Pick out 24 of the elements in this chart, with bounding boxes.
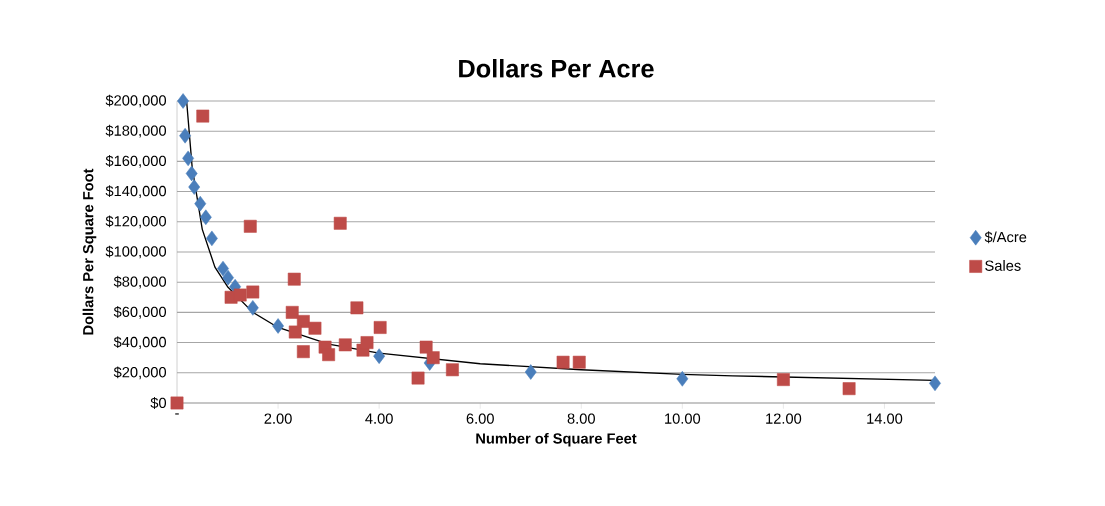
- legend-label: $/Acre: [984, 231, 1027, 244]
- y-axis-title: Dollars Per Square Foot: [82, 168, 97, 335]
- y-tick-label: $60,000: [113, 306, 167, 319]
- y-tick-label: $40,000: [113, 336, 167, 349]
- x-tick-label: 10.00: [665, 413, 701, 424]
- x-tick-label: 6.00: [466, 413, 494, 424]
- y-tick-label: $0: [150, 397, 167, 409]
- y-tick-label: $100,000: [105, 245, 167, 259]
- y-tick-label: $200,000: [105, 94, 167, 108]
- y-tick-label: $20,000: [113, 366, 167, 380]
- x-tick-label: -: [175, 413, 179, 415]
- y-tick-label: $180,000: [105, 124, 167, 138]
- chart-title: Dollars Per Acre: [459, 59, 654, 78]
- x-tick-label: 14.00: [867, 413, 903, 424]
- x-tick-label: 2.00: [264, 413, 292, 424]
- y-tick-label: $120,000: [105, 215, 167, 229]
- x-tick-label: 8.00: [567, 413, 595, 424]
- legend-label: Sales: [985, 260, 1021, 271]
- y-tick-label: $80,000: [113, 275, 167, 289]
- x-tick-label: 12.00: [766, 413, 802, 424]
- x-axis-title: Number of Square Feet: [476, 432, 637, 447]
- y-tick-label: $160,000: [105, 155, 167, 168]
- x-tick-label: 4.00: [365, 413, 393, 424]
- y-tick-label: $140,000: [105, 185, 167, 198]
